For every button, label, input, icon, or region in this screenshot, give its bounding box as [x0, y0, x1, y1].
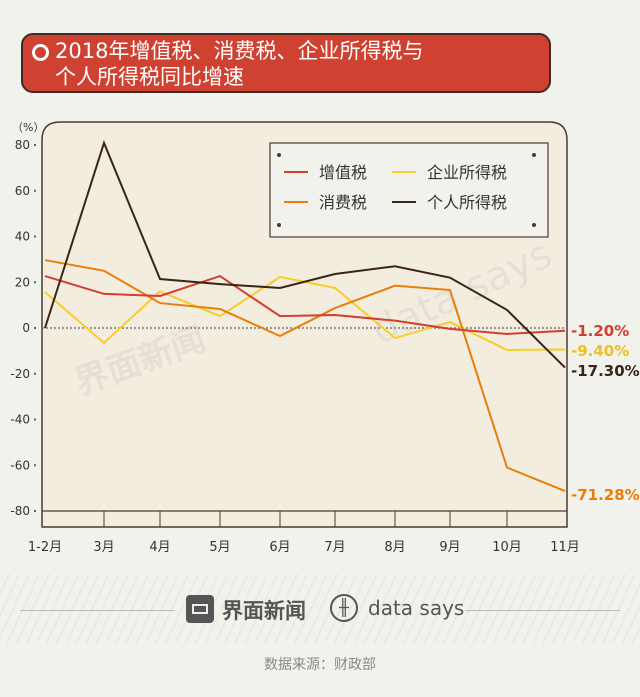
legend-label: 个人所得税	[427, 193, 507, 212]
y-tick-label: 60	[15, 184, 30, 198]
brand-datasays: data says	[368, 596, 465, 620]
y-tick-label: -40	[10, 413, 30, 427]
x-tick-label: 8月	[384, 540, 405, 555]
legend-label: 消费税	[319, 193, 367, 212]
chart-title: 2018年增值税、消费税、企业所得税与 个人所得税同比增速	[55, 39, 424, 89]
legend-label: 企业所得税	[427, 163, 507, 182]
y-tick-mark	[34, 235, 36, 238]
legend-corner-dot	[277, 223, 281, 227]
legend-corner-dot	[532, 153, 536, 157]
end-value-label: -1.20%	[571, 322, 629, 340]
y-tick-mark	[34, 464, 36, 467]
footer-divider-right	[465, 610, 620, 611]
data-source: 数据来源：财政部	[264, 657, 376, 673]
x-tick-label: 5月	[209, 540, 230, 555]
x-tick-label: 3月	[93, 540, 114, 555]
end-value-label: -17.30%	[571, 362, 640, 380]
x-tick-label: 6月	[269, 540, 290, 555]
series-line-3	[44, 140, 566, 369]
y-tick-label: -20	[10, 367, 30, 381]
x-tick-label: 4月	[149, 540, 170, 555]
y-tick-mark	[34, 281, 36, 284]
footer-band	[0, 574, 640, 644]
y-tick-mark	[34, 327, 36, 329]
x-tick-label: 10月	[492, 540, 522, 555]
circle-bullet-icon	[32, 44, 49, 61]
end-value-label: -9.40%	[571, 342, 629, 360]
y-tick-mark	[34, 372, 36, 375]
datasays-logo-icon: ╫	[330, 594, 358, 622]
brand-jiemian: 界面新闻	[222, 599, 306, 623]
y-axis-label: （%）	[12, 121, 44, 134]
series-line-1	[44, 259, 566, 492]
y-tick-mark	[34, 189, 36, 192]
y-tick-mark	[34, 144, 36, 146]
series-line-2	[44, 275, 566, 351]
y-tick-label: 40	[15, 230, 30, 244]
y-tick-label: 80	[15, 138, 30, 152]
footer-divider-left	[20, 610, 175, 611]
title-box: 2018年增值税、消费税、企业所得税与 个人所得税同比增速	[21, 33, 551, 93]
series-line-0	[44, 274, 566, 335]
x-tick-label: 1-2月	[28, 540, 62, 555]
x-tick-label: 7月	[324, 540, 345, 555]
legend-label: 增值税	[319, 163, 367, 182]
x-tick-label: 9月	[439, 540, 460, 555]
legend-corner-dot	[532, 223, 536, 227]
y-tick-label: -60	[10, 458, 30, 472]
end-value-label: -71.28%	[571, 486, 640, 504]
jiemian-logo-icon	[186, 595, 214, 623]
x-tick-label: 11月	[550, 540, 580, 555]
legend-box	[269, 142, 549, 238]
y-tick-mark	[34, 418, 36, 421]
y-tick-label: 0	[22, 321, 30, 335]
y-tick-label: 20	[15, 275, 30, 289]
y-tick-mark	[34, 510, 36, 512]
legend-corner-dot	[277, 153, 281, 157]
y-tick-label: -80	[10, 504, 30, 518]
